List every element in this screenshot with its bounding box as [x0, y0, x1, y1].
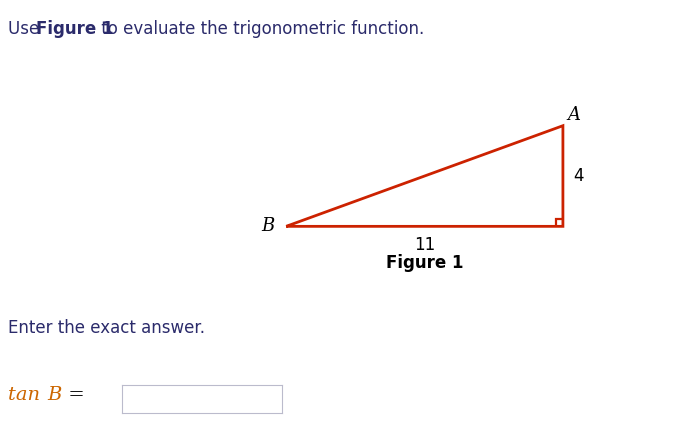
Text: tan: tan	[8, 386, 45, 404]
Text: Enter the exact answer.: Enter the exact answer.	[8, 319, 205, 337]
Text: B: B	[262, 217, 275, 235]
Text: Use: Use	[8, 20, 45, 38]
Text: B: B	[47, 386, 62, 404]
Text: A: A	[567, 106, 580, 124]
Polygon shape	[67, 382, 310, 446]
Text: 4: 4	[574, 167, 584, 185]
Text: Figure 1: Figure 1	[386, 254, 464, 272]
Text: Figure 1: Figure 1	[36, 20, 113, 38]
Text: =: =	[62, 386, 85, 404]
Text: to evaluate the trigonometric function.: to evaluate the trigonometric function.	[96, 20, 425, 38]
Polygon shape	[97, 382, 340, 446]
Text: 11: 11	[414, 236, 435, 254]
